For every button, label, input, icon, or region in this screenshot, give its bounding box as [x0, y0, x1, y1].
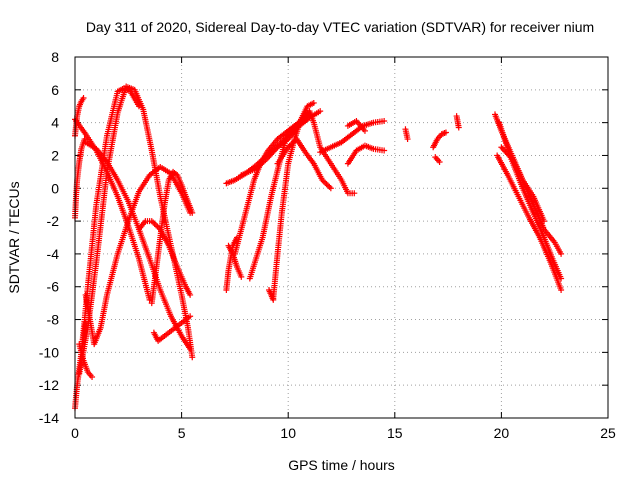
series-arc20 [270, 99, 317, 302]
data-point [324, 182, 331, 189]
data-point [436, 159, 443, 166]
x-tick-label: 15 [387, 425, 403, 441]
series-arc9 [82, 139, 194, 353]
y-tick-label: -14 [39, 410, 59, 426]
data-point [361, 127, 368, 134]
y-tick-label: -8 [47, 312, 60, 328]
series-arc26 [402, 126, 411, 143]
y-tick-label: -10 [39, 344, 59, 360]
data-point [153, 222, 160, 229]
data-point [187, 313, 194, 320]
y-tick-label: -2 [47, 213, 60, 229]
x-tick-label: 25 [600, 425, 616, 441]
data-point [381, 117, 388, 124]
data-point [404, 136, 411, 143]
series-arc7 [78, 85, 142, 356]
data-point [322, 179, 329, 186]
series-arc33 [498, 144, 548, 225]
data-point [558, 287, 565, 294]
y-tick-label: 2 [51, 147, 59, 163]
data-point [351, 190, 358, 197]
x-tick-label: 20 [494, 425, 510, 441]
data-point [89, 373, 96, 380]
data-point [81, 136, 88, 143]
x-tick-label: 10 [280, 425, 296, 441]
data-point [238, 273, 245, 280]
y-tick-label: -6 [47, 279, 60, 295]
x-tick-label: 0 [71, 425, 79, 441]
data-point [317, 108, 324, 115]
data-point [327, 185, 334, 192]
y-tick-label: -12 [39, 377, 59, 393]
data-point [323, 181, 330, 188]
series-arc27 [430, 129, 449, 151]
data-point [541, 218, 548, 225]
y-axis-label: SDTVAR / TECUs [6, 181, 22, 293]
y-tick-label: 4 [51, 115, 59, 131]
series-arc19 [246, 119, 302, 282]
series-arc16 [231, 109, 313, 257]
series-arc22 [274, 136, 334, 192]
data-point [189, 354, 196, 361]
x-tick-label: 5 [178, 425, 186, 441]
data-point [558, 250, 565, 257]
data-point [455, 124, 462, 131]
data-point [558, 275, 565, 282]
data-point [154, 223, 161, 230]
data-point [442, 129, 449, 136]
data-point [310, 99, 317, 106]
plot-frame [74, 56, 609, 419]
data-point [381, 147, 388, 154]
series-arc31 [494, 152, 565, 294]
series-arc10 [150, 313, 194, 344]
y-tick-label: 6 [51, 82, 59, 98]
series-arc25 [344, 117, 368, 134]
series-arc24 [344, 142, 388, 167]
data-points [72, 83, 565, 412]
y-tick-label: -4 [47, 246, 60, 262]
data-point [187, 346, 194, 353]
axis-ticks: 0 5 10 15 20 25 -14 -12 -10 -8 -6 -4 -2 0 2 4 6 8 [39, 49, 616, 441]
series-arc3 [72, 136, 88, 221]
y-tick-label: 8 [51, 49, 59, 65]
series-arc28 [432, 154, 443, 166]
chart-title: Day 311 of 2020, Sidereal Day-to-day VTE… [86, 19, 594, 35]
series-arc12 [135, 218, 194, 298]
series-arc29 [453, 113, 462, 131]
data-point [189, 209, 196, 216]
data-point [80, 95, 87, 102]
data-point [187, 291, 194, 298]
x-axis-label: GPS time / hours [288, 457, 395, 473]
y-tick-label: 0 [51, 180, 59, 196]
grid [75, 57, 608, 418]
data-point [150, 219, 157, 226]
data-point [326, 183, 333, 190]
data-point [151, 220, 158, 227]
